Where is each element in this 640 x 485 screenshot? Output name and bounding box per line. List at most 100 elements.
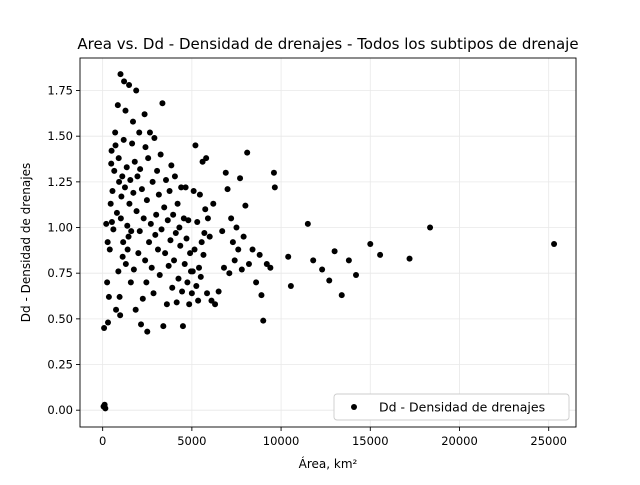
data-point bbox=[108, 160, 115, 167]
y-tick-label: 0.00 bbox=[47, 403, 73, 417]
data-point bbox=[141, 111, 148, 118]
data-point bbox=[152, 231, 159, 238]
data-point bbox=[326, 277, 333, 284]
data-point bbox=[115, 268, 122, 275]
data-point bbox=[228, 215, 235, 222]
data-point bbox=[150, 290, 157, 297]
data-point bbox=[181, 261, 188, 268]
data-point bbox=[127, 279, 134, 286]
data-point bbox=[158, 226, 165, 233]
data-point bbox=[117, 215, 124, 222]
data-point bbox=[103, 220, 110, 227]
data-point bbox=[204, 290, 211, 297]
data-point bbox=[406, 255, 413, 262]
data-point bbox=[119, 173, 126, 180]
data-point bbox=[147, 220, 154, 227]
x-tick-label: 15000 bbox=[352, 434, 389, 448]
data-point bbox=[229, 239, 236, 246]
y-tick-label: 1.00 bbox=[47, 221, 73, 235]
data-point bbox=[331, 248, 338, 255]
data-point bbox=[310, 257, 317, 264]
data-point bbox=[163, 301, 170, 308]
data-point bbox=[105, 319, 112, 326]
data-point bbox=[200, 251, 207, 258]
data-point bbox=[258, 292, 265, 299]
data-point bbox=[139, 295, 146, 302]
data-point bbox=[123, 164, 130, 171]
data-point bbox=[551, 240, 558, 247]
data-point bbox=[119, 253, 126, 260]
data-point bbox=[133, 87, 140, 94]
data-point bbox=[195, 297, 202, 304]
data-point bbox=[183, 235, 190, 242]
data-point bbox=[237, 175, 244, 182]
data-point bbox=[169, 284, 176, 291]
data-point bbox=[345, 257, 352, 264]
x-tick-label: 10000 bbox=[263, 434, 300, 448]
data-point bbox=[135, 250, 142, 257]
data-point bbox=[304, 220, 311, 227]
data-point bbox=[179, 288, 186, 295]
data-point bbox=[140, 215, 147, 222]
data-point bbox=[198, 239, 205, 246]
chart-title: Area vs. Dd - Densidad de drenajes - Tod… bbox=[77, 35, 578, 53]
data-point bbox=[107, 200, 114, 207]
grid bbox=[80, 58, 576, 427]
data-point bbox=[136, 129, 143, 136]
data-point bbox=[377, 251, 384, 258]
data-point bbox=[136, 228, 143, 235]
y-axis-label: Dd - Densidad de drenajes bbox=[19, 163, 33, 322]
data-point bbox=[173, 299, 180, 306]
data-point bbox=[117, 312, 124, 319]
x-axis-ticks: 0 5000 10000 15000 20000 25000 bbox=[99, 427, 567, 448]
data-point bbox=[226, 270, 233, 277]
data-point bbox=[171, 173, 178, 180]
data-point bbox=[113, 209, 120, 216]
data-point bbox=[168, 162, 175, 169]
data-point bbox=[188, 290, 195, 297]
data-point bbox=[105, 293, 112, 300]
data-point bbox=[151, 135, 158, 142]
data-point bbox=[165, 262, 172, 269]
data-point bbox=[153, 211, 160, 218]
data-point bbox=[122, 261, 129, 268]
data-point bbox=[222, 169, 229, 176]
data-point bbox=[206, 233, 213, 240]
data-point bbox=[104, 239, 111, 246]
data-point bbox=[144, 328, 151, 335]
data-point bbox=[116, 293, 123, 300]
data-point bbox=[149, 178, 156, 185]
data-point bbox=[101, 324, 108, 331]
data-point bbox=[240, 233, 247, 240]
y-tick-label: 1.50 bbox=[47, 129, 73, 143]
data-point bbox=[256, 251, 263, 258]
data-point bbox=[203, 155, 210, 162]
data-point bbox=[133, 208, 140, 215]
data-point bbox=[138, 186, 145, 193]
x-axis-label: Área, km² bbox=[299, 456, 358, 471]
data-point bbox=[174, 200, 181, 207]
data-point bbox=[160, 323, 167, 330]
data-point bbox=[112, 129, 119, 136]
data-point bbox=[182, 184, 189, 191]
data-point bbox=[126, 200, 133, 207]
data-point bbox=[167, 237, 174, 244]
data-point bbox=[111, 167, 118, 174]
x-tick-label: 25000 bbox=[530, 434, 567, 448]
data-point bbox=[202, 206, 209, 213]
data-point bbox=[204, 215, 211, 222]
data-point bbox=[427, 224, 434, 231]
data-point bbox=[121, 78, 128, 85]
y-axis-ticks: 0.00 0.25 0.50 0.75 1.00 1.25 1.50 1.75 bbox=[47, 84, 80, 417]
data-point bbox=[125, 233, 132, 240]
data-point bbox=[242, 202, 249, 209]
data-point bbox=[178, 184, 185, 191]
data-point bbox=[179, 323, 186, 330]
data-point bbox=[154, 246, 161, 253]
data-point bbox=[271, 184, 278, 191]
data-point bbox=[187, 250, 194, 257]
data-point bbox=[191, 246, 198, 253]
data-point bbox=[145, 155, 152, 162]
data-point bbox=[231, 257, 238, 264]
